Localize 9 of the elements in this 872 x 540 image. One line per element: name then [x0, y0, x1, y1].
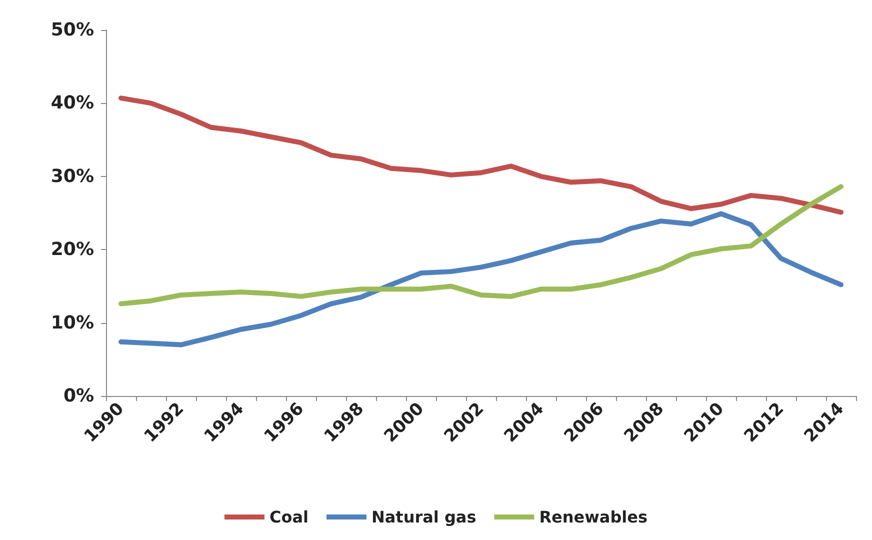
y-tick-label: 10% [50, 312, 94, 334]
legend-label: Coal [269, 508, 308, 526]
y-tick-label: 50% [50, 20, 94, 40]
legend-label: Renewables [539, 508, 648, 526]
y-tick-label: 0% [63, 386, 94, 406]
y-tick-label: 30% [50, 166, 94, 187]
y-tick-label: 40% [50, 92, 94, 114]
y-tick-label: 20% [50, 239, 94, 260]
legend-label: Natural gas [371, 508, 476, 526]
